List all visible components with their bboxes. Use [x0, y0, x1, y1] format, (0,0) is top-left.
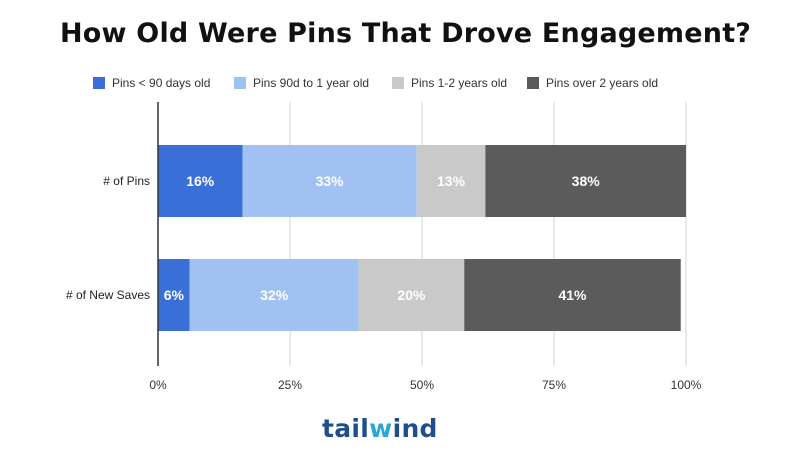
data-label: 33%: [316, 173, 345, 189]
x-tick-label: 75%: [542, 378, 566, 392]
axis: 0% 25% 50% 75% 100% # of Pins # of New Saves: [66, 102, 702, 392]
legend-item: Pins 1-2 years old: [392, 76, 507, 90]
legend-item: Pins 90d to 1 year old: [234, 76, 369, 90]
bar-segment: [485, 145, 686, 217]
bar-segment: [416, 145, 486, 217]
bar-segment: [158, 145, 243, 217]
bar-segment: [189, 259, 359, 331]
legend-swatch: [392, 77, 404, 89]
legend-swatch: [234, 77, 246, 89]
legend-item: Pins < 90 days old: [93, 76, 210, 90]
legend-label: Pins 90d to 1 year old: [253, 76, 369, 90]
bar-segment: [242, 145, 417, 217]
data-label: 6%: [164, 287, 185, 303]
legend-item: Pins over 2 years old: [527, 76, 658, 90]
legend-swatch: [527, 77, 539, 89]
data-label: 20%: [397, 287, 426, 303]
x-tick-label: 50%: [410, 378, 434, 392]
x-tick-label: 0%: [149, 378, 167, 392]
legend-label: Pins < 90 days old: [112, 76, 210, 90]
x-tick-label: 25%: [278, 378, 302, 392]
bar-segment: [158, 259, 190, 331]
data-label: 38%: [572, 173, 601, 189]
bar-segment: [464, 259, 681, 331]
x-tick-label: 100%: [671, 378, 702, 392]
legend-label: Pins over 2 years old: [546, 76, 658, 90]
tailwind-logo: tailwind: [322, 414, 438, 443]
logo-text-accent: w: [369, 414, 393, 443]
data-label: 13%: [437, 173, 466, 189]
legend-label: Pins 1-2 years old: [411, 76, 507, 90]
bars: 16% 33% 13% 38% 6% 32% 20% 41%: [158, 145, 686, 331]
legend-swatch: [93, 77, 105, 89]
category-label: # of New Saves: [66, 288, 150, 302]
data-label: 16%: [186, 173, 215, 189]
data-label: 32%: [260, 287, 289, 303]
legend: Pins < 90 days old Pins 90d to 1 year old…: [93, 76, 658, 90]
logo-text-end: ind: [392, 414, 438, 443]
chart-title: How Old Were Pins That Drove Engagement?: [60, 18, 752, 49]
category-label: # of Pins: [103, 174, 150, 188]
logo-text-start: tail: [322, 414, 370, 443]
data-label: 41%: [558, 287, 587, 303]
bar-segment: [358, 259, 465, 331]
